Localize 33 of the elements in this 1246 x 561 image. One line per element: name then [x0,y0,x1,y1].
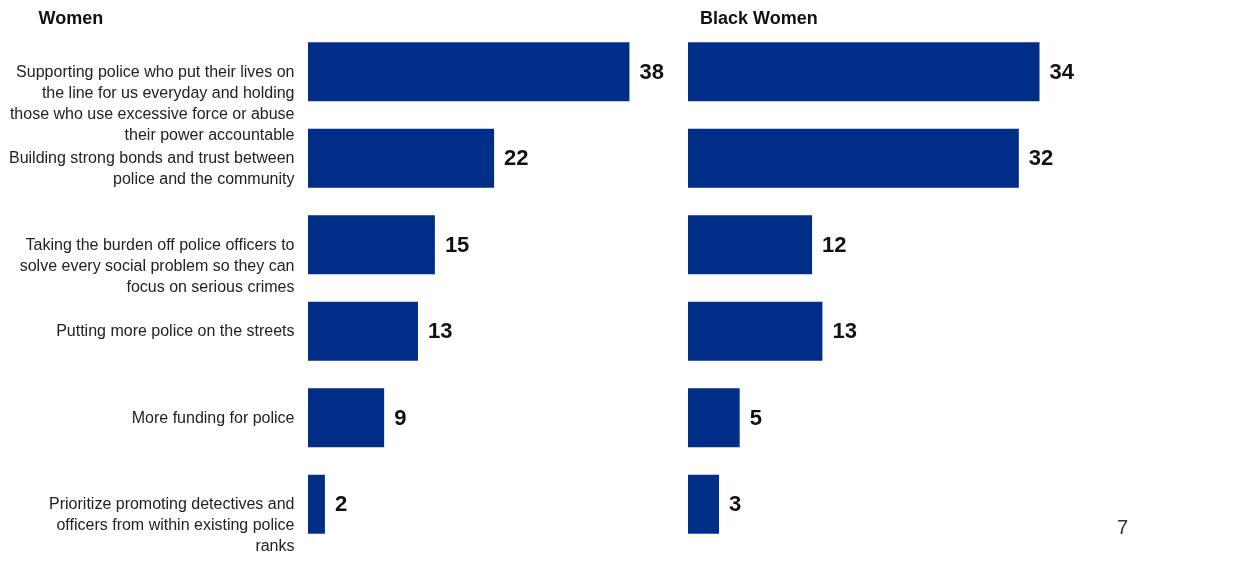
bar [688,388,740,448]
bar [688,301,823,361]
y-tick-label: Supporting police who put their lives on the line for us everyday and holding those who use excessive force or abuse their power accountable [9,62,295,143]
y-tick-label: Building strong bonds and trust between police and the community [8,149,295,188]
data-label: 2 [334,491,348,517]
y-tick-label: Putting more police on the streets [56,322,295,340]
bar [688,42,1040,102]
text: Women [38,8,104,28]
data-label: 34 [1049,58,1075,84]
data-label: 22 [504,145,529,171]
bar [688,215,813,275]
data-label: 5 [749,404,762,430]
bar [308,42,630,102]
data-label: 13 [832,318,857,344]
y-tick-label: More funding for police [131,408,295,426]
data-label: 12 [822,231,847,257]
bar [308,388,385,448]
y-tick-label: Prioritize promoting detectives and officers from within existing police ranks [49,495,295,555]
text: 7 [1116,516,1128,538]
bar [688,128,1019,188]
data-label: 15 [444,231,470,257]
data-label: 3 [729,491,742,517]
data-label: 32 [1028,145,1054,171]
bar [308,128,495,188]
chart-title: Black Women [700,8,818,28]
bar [308,301,418,361]
data-label: 9 [394,404,407,430]
y-tick-label: Taking the burden off police officers to solve every social problem so they can focus on serious crimes [19,235,295,295]
bar [308,215,435,275]
data-label: 13 [427,318,453,344]
bar [688,474,720,534]
data-label: 38 [639,58,664,84]
bar [308,474,325,534]
